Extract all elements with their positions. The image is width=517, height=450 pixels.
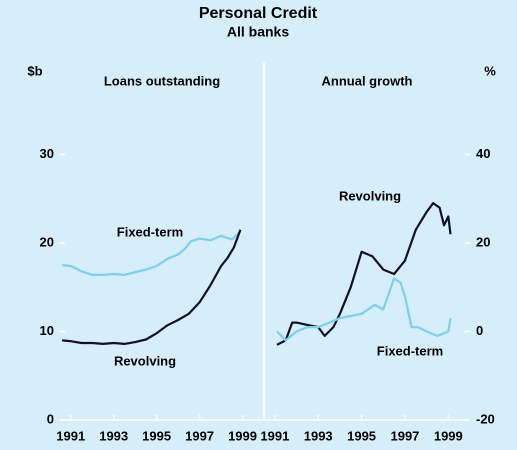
series-line [61, 229, 242, 345]
series-line [276, 277, 452, 342]
y-unit: % [484, 63, 496, 78]
series-label: Revolving [114, 353, 176, 368]
x-tick-label: 1993 [304, 428, 333, 443]
x-tick-label: 1993 [99, 428, 128, 443]
x-tick-label: 1997 [390, 428, 419, 443]
x-tick-label: 1999 [434, 428, 463, 443]
y-tick-label: 40 [476, 146, 490, 161]
y-tick-label: 20 [40, 234, 54, 249]
x-tick-label: 1991 [56, 428, 85, 443]
panel-title: Loans outstanding [104, 73, 220, 88]
chart-title: Personal Credit [199, 5, 318, 22]
y-tick-label: 20 [476, 234, 490, 249]
x-tick-label: 1999 [228, 428, 257, 443]
panel-title: Annual growth [322, 73, 413, 88]
x-tick-label: 1995 [142, 428, 171, 443]
series-label: Revolving [339, 188, 401, 203]
y-tick-label: 30 [40, 146, 54, 161]
series-line [61, 230, 242, 276]
y-unit: $b [27, 63, 42, 78]
y-tick-label: 0 [476, 323, 483, 338]
y-tick-label: -20 [476, 411, 495, 426]
x-tick-label: 1995 [347, 428, 376, 443]
series-label: Fixed-term [377, 343, 443, 358]
series-line [276, 202, 452, 346]
series-label: Fixed-term [117, 224, 183, 239]
y-tick-label: 0 [47, 411, 54, 426]
x-tick-label: 1997 [185, 428, 214, 443]
y-tick-label: 10 [40, 323, 54, 338]
x-tick-label: 1991 [260, 428, 289, 443]
chart-subtitle: All banks [227, 24, 289, 40]
